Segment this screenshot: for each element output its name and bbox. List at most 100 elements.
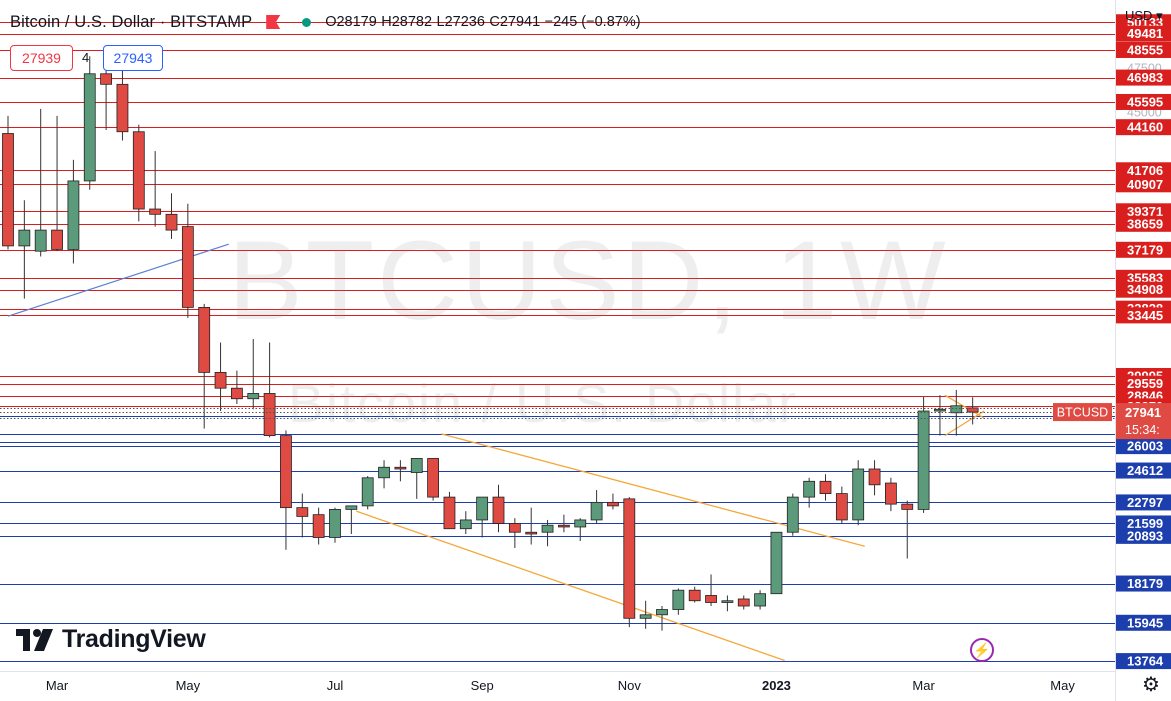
candle bbox=[770, 531, 783, 595]
chart-header: Bitcoin / U.S. Dollar · BITSTAMP O28179 … bbox=[10, 10, 641, 34]
candle bbox=[165, 193, 178, 239]
candle bbox=[132, 124, 145, 222]
price-level-label-bg bbox=[1116, 41, 1171, 58]
time-axis-label: May bbox=[176, 678, 201, 693]
price-level-label: 40907 bbox=[1127, 177, 1163, 192]
time-axis-label: May bbox=[1050, 678, 1075, 693]
time-axis-separator bbox=[0, 671, 1115, 672]
candle-body bbox=[721, 600, 734, 603]
candle-body bbox=[181, 226, 194, 308]
price-level-label-bg bbox=[1116, 575, 1171, 592]
price-level-label-bg bbox=[1116, 527, 1171, 544]
candle bbox=[541, 519, 554, 547]
currency-label: USD bbox=[1125, 8, 1153, 23]
time-axis-label: Mar bbox=[46, 678, 69, 693]
candle-body bbox=[165, 213, 178, 231]
candle-body bbox=[656, 609, 668, 616]
price-level-label: 45595 bbox=[1127, 94, 1163, 109]
symbol-title[interactable]: Bitcoin / U.S. Dollar · BITSTAMP bbox=[10, 12, 253, 31]
time-axis-label: Jul bbox=[327, 678, 344, 693]
candle-body bbox=[427, 458, 440, 498]
gear-icon[interactable]: ⚙ bbox=[1142, 674, 1160, 696]
candle bbox=[263, 342, 276, 438]
price-level-label: 24612 bbox=[1127, 463, 1163, 478]
price-level-label: 39371 bbox=[1127, 204, 1163, 219]
candle-body bbox=[83, 73, 96, 182]
price-level-label: 44160 bbox=[1127, 120, 1163, 135]
candle bbox=[443, 491, 456, 530]
candle bbox=[590, 490, 603, 524]
current-price-tag-bg bbox=[1116, 403, 1171, 440]
candle bbox=[607, 493, 619, 510]
time-axis-label: Nov bbox=[618, 678, 642, 693]
candle-body bbox=[459, 519, 472, 530]
candle-body bbox=[394, 466, 407, 470]
candle bbox=[721, 595, 734, 612]
candle bbox=[639, 600, 652, 629]
candle bbox=[198, 303, 211, 429]
ohlc-high: H28782 bbox=[381, 14, 433, 30]
current-price-label: 27941 bbox=[1125, 405, 1161, 420]
candle-body bbox=[917, 410, 930, 510]
spread-value: 4 bbox=[82, 50, 90, 65]
price-level-label-bg bbox=[1116, 494, 1171, 511]
candle-body bbox=[230, 387, 243, 400]
price-level-label-bg bbox=[1116, 438, 1171, 455]
candle-body bbox=[312, 514, 325, 538]
market-status-dot bbox=[302, 17, 312, 27]
candle bbox=[754, 590, 766, 610]
trendline-orange bbox=[356, 510, 785, 662]
buy-button[interactable]: 27943 bbox=[103, 45, 163, 71]
candle bbox=[508, 518, 521, 549]
sell-button[interactable]: 27939 bbox=[10, 45, 73, 71]
candle bbox=[835, 486, 848, 524]
candle bbox=[476, 496, 489, 538]
trendline-orange bbox=[944, 394, 985, 419]
candle-body bbox=[639, 614, 652, 619]
candle-body bbox=[116, 83, 129, 133]
candle-body bbox=[819, 480, 832, 494]
candle bbox=[852, 460, 865, 526]
candle bbox=[672, 588, 685, 615]
price-level-label: 15945 bbox=[1127, 615, 1163, 630]
candle bbox=[525, 507, 538, 545]
candle-body bbox=[508, 523, 521, 533]
price-level-label-bg bbox=[1116, 241, 1171, 258]
candle-body bbox=[607, 501, 619, 507]
current-price-lines bbox=[0, 408, 1115, 419]
flag-icon[interactable] bbox=[266, 15, 281, 29]
tradingview-logo-icon bbox=[16, 628, 53, 651]
candle bbox=[67, 159, 80, 264]
tradingview-logo[interactable]: TradingView bbox=[16, 625, 206, 654]
symbol-tag-bg bbox=[1053, 403, 1112, 422]
candle-body bbox=[770, 531, 783, 595]
candle-body bbox=[574, 519, 587, 528]
price-level-label-bg bbox=[1116, 203, 1171, 220]
candle-body bbox=[410, 458, 423, 473]
price-level-label-bg bbox=[1116, 69, 1171, 86]
y-axis[interactable]: 4750045000501334948148555469834559544160… bbox=[1053, 14, 1171, 670]
candle-body bbox=[492, 496, 505, 524]
candle-body bbox=[247, 393, 260, 400]
candle-body bbox=[18, 229, 31, 247]
candle-body bbox=[868, 468, 881, 486]
candle bbox=[345, 505, 358, 534]
candle bbox=[459, 511, 472, 534]
ohlc-change: −245 (−0.87%) bbox=[544, 14, 641, 30]
candle-body bbox=[786, 496, 799, 533]
candle bbox=[394, 460, 407, 482]
candle bbox=[656, 606, 668, 631]
candle-body bbox=[67, 180, 80, 250]
currency-selector[interactable]: USD ▾ bbox=[1125, 8, 1163, 23]
candle-body bbox=[525, 531, 538, 535]
time-axis-label: Mar bbox=[912, 678, 935, 693]
candle bbox=[737, 595, 750, 610]
price-level-label: 21599 bbox=[1127, 516, 1163, 531]
lightning-icon[interactable]: ⚡ bbox=[970, 638, 994, 662]
candle bbox=[934, 395, 946, 436]
candle-body bbox=[885, 482, 897, 505]
candles bbox=[2, 54, 979, 631]
price-axis-separator bbox=[1115, 0, 1116, 701]
